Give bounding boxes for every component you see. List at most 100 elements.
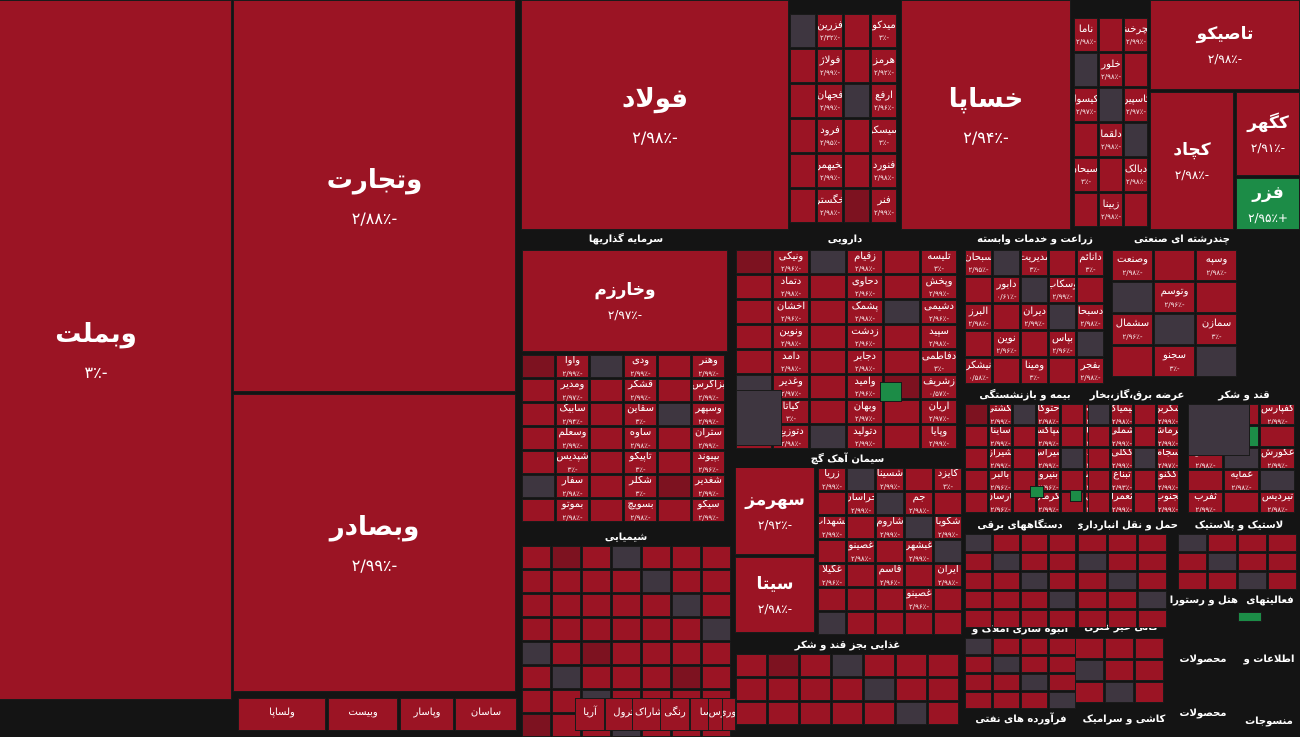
stock-tile-ساسان[interactable]: ساسان xyxy=(455,698,517,731)
stock-tile[interactable] xyxy=(1049,250,1076,276)
stock-tile-دتولید[interactable]: دتولید -۲/۹۹٪ xyxy=(847,425,883,449)
stock-tile[interactable] xyxy=(702,618,731,641)
stock-tile[interactable] xyxy=(847,468,875,491)
stock-tile[interactable] xyxy=(965,470,988,491)
stock-tile[interactable] xyxy=(905,612,933,635)
stock-tile-وبصادر[interactable]: وبصادر -۲/۹۹٪ xyxy=(233,394,516,692)
stock-tile[interactable] xyxy=(965,610,992,628)
stock-tile[interactable] xyxy=(1108,553,1137,571)
stock-tile[interactable] xyxy=(1021,553,1048,571)
stock-tile[interactable] xyxy=(522,379,555,402)
stock-tile[interactable] xyxy=(847,588,875,611)
stock-tile-سجنو[interactable]: سجنو -۳٪ xyxy=(1154,346,1195,377)
stock-tile-تاپیکو[interactable]: تاپیکو -۳٪ xyxy=(624,451,657,474)
stock-tile[interactable] xyxy=(1049,692,1076,709)
stock-tile[interactable] xyxy=(1074,193,1098,227)
stock-tile[interactable] xyxy=(672,642,701,665)
stock-tile-وتجارت[interactable]: وتجارت -۲/۸۸٪ xyxy=(233,0,516,392)
stock-tile-شپاکسا[interactable]: شپاکسا -۲/۹۹٪ xyxy=(1037,426,1060,447)
stock-tile[interactable] xyxy=(1188,470,1223,491)
stock-tile[interactable] xyxy=(965,448,988,469)
stock-tile-شیراز[interactable]: شیراز -۲/۹۹٪ xyxy=(989,448,1012,469)
stock-tile[interactable] xyxy=(993,304,1020,330)
stock-tile[interactable] xyxy=(928,654,959,677)
stock-tile[interactable] xyxy=(1134,470,1156,491)
stock-tile-بسویچ[interactable]: بسویچ -۲/۹۸٪ xyxy=(624,499,657,522)
stock-tile-دکیسول[interactable]: دکیسول -۲/۹۷٪ xyxy=(1074,88,1098,122)
stock-tile[interactable] xyxy=(965,572,992,590)
stock-tile-فنر[interactable]: فنر -۲/۹۹٪ xyxy=(871,189,897,223)
stock-tile-کگنو[interactable]: کگنو -۲/۹۹٪ xyxy=(1157,470,1179,491)
stock-tile[interactable] xyxy=(672,666,701,689)
stock-tile[interactable] xyxy=(1238,612,1262,622)
stock-tile-فخیهمن[interactable]: فخیهمن -۲/۹۹٪ xyxy=(817,154,843,188)
stock-tile[interactable] xyxy=(864,654,895,677)
stock-tile-وبملت[interactable]: وبملت -۳٪ xyxy=(0,0,232,700)
stock-tile-شاروم[interactable]: شاروم -۲/۹۹٪ xyxy=(876,516,904,539)
stock-tile[interactable] xyxy=(965,331,992,357)
stock-tile[interactable] xyxy=(736,654,767,677)
stock-tile[interactable] xyxy=(1260,470,1295,491)
stock-tile[interactable] xyxy=(1021,277,1048,303)
stock-tile-وهنر[interactable]: وهنر -۲/۹۹٪ xyxy=(692,355,725,378)
stock-tile-غبشهر[interactable]: غبشهر -۲/۹۹٪ xyxy=(905,540,933,563)
stock-tile[interactable] xyxy=(658,475,691,498)
stock-tile-سجام[interactable]: سجام -۲/۹۷٪ xyxy=(1157,448,1179,469)
stock-tile[interactable] xyxy=(702,546,731,569)
stock-tile[interactable] xyxy=(884,250,920,274)
stock-tile[interactable] xyxy=(642,642,671,665)
stock-tile[interactable] xyxy=(612,642,641,665)
stock-tile-کاسپین[interactable]: کاسپین -۲/۹۷٪ xyxy=(1124,88,1148,122)
stock-tile[interactable] xyxy=(1061,448,1084,469)
stock-tile[interactable] xyxy=(993,638,1020,655)
stock-tile[interactable] xyxy=(876,492,904,515)
stock-tile-کرماشا[interactable]: کرماشا -۲/۹۹٪ xyxy=(1157,426,1179,447)
stock-tile-شکربن[interactable]: شکربن -۲/۹۹٪ xyxy=(1157,404,1179,425)
stock-tile-کگلی[interactable]: کگلی -۲/۹۹٪ xyxy=(1111,448,1133,469)
stock-tile[interactable] xyxy=(844,49,870,83)
stock-tile[interactable] xyxy=(818,540,846,563)
stock-tile[interactable] xyxy=(1268,572,1297,590)
stock-tile[interactable] xyxy=(658,379,691,402)
stock-tile-جم[interactable]: جم -۲/۹۸٪ xyxy=(905,492,933,515)
stock-tile-نوری[interactable]: نوری xyxy=(722,698,736,731)
stock-tile[interactable] xyxy=(1196,282,1237,313)
stock-tile[interactable] xyxy=(1077,277,1104,303)
stock-tile[interactable] xyxy=(522,714,551,737)
stock-tile[interactable] xyxy=(1021,674,1048,691)
stock-tile-دجابر[interactable]: دجابر -۲/۹۸٪ xyxy=(847,350,883,374)
stock-tile[interactable] xyxy=(552,666,581,689)
stock-tile[interactable] xyxy=(522,594,551,617)
stock-tile[interactable] xyxy=(993,656,1020,673)
stock-tile[interactable] xyxy=(768,702,799,725)
stock-tile[interactable] xyxy=(1049,591,1076,609)
stock-tile[interactable] xyxy=(934,540,962,563)
stock-tile-فجهان[interactable]: فجهان -۲/۹۹٪ xyxy=(817,84,843,118)
stock-tile[interactable] xyxy=(1134,448,1156,469)
stock-tile[interactable] xyxy=(810,250,846,274)
stock-tile[interactable] xyxy=(522,618,551,641)
stock-tile[interactable] xyxy=(1013,470,1036,491)
stock-tile[interactable] xyxy=(672,594,701,617)
stock-tile[interactable] xyxy=(658,451,691,474)
stock-tile-ولساپا[interactable]: ولساپا xyxy=(238,698,326,731)
stock-tile[interactable] xyxy=(522,642,551,665)
stock-tile-وبیست[interactable]: وبیست xyxy=(328,698,398,731)
stock-tile[interactable] xyxy=(1105,682,1134,703)
stock-tile-سابیک[interactable]: سابیک -۲/۹۴٪ xyxy=(556,403,589,426)
stock-tile[interactable] xyxy=(552,594,581,617)
stock-tile[interactable] xyxy=(905,468,933,491)
stock-tile-وسپهر[interactable]: وسپهر -۲/۹۹٪ xyxy=(692,403,725,426)
stock-tile-بپاس[interactable]: بپاس -۲/۹۶٪ xyxy=(1049,331,1076,357)
stock-tile-مدیریت[interactable]: مدیریت -۳٪ xyxy=(1021,250,1048,276)
stock-tile-خچرخش[interactable]: خچرخش -۲/۹۹٪ xyxy=(1124,18,1148,52)
stock-tile[interactable] xyxy=(884,425,920,449)
stock-tile[interactable] xyxy=(818,612,846,635)
stock-tile-شغدیر[interactable]: شغدیر -۲/۹۹٪ xyxy=(692,475,725,498)
stock-tile[interactable] xyxy=(993,358,1020,384)
stock-tile[interactable] xyxy=(993,250,1020,276)
stock-tile[interactable] xyxy=(702,642,731,665)
stock-tile[interactable] xyxy=(1268,534,1297,552)
stock-tile[interactable] xyxy=(582,570,611,593)
stock-tile[interactable] xyxy=(1049,674,1076,691)
